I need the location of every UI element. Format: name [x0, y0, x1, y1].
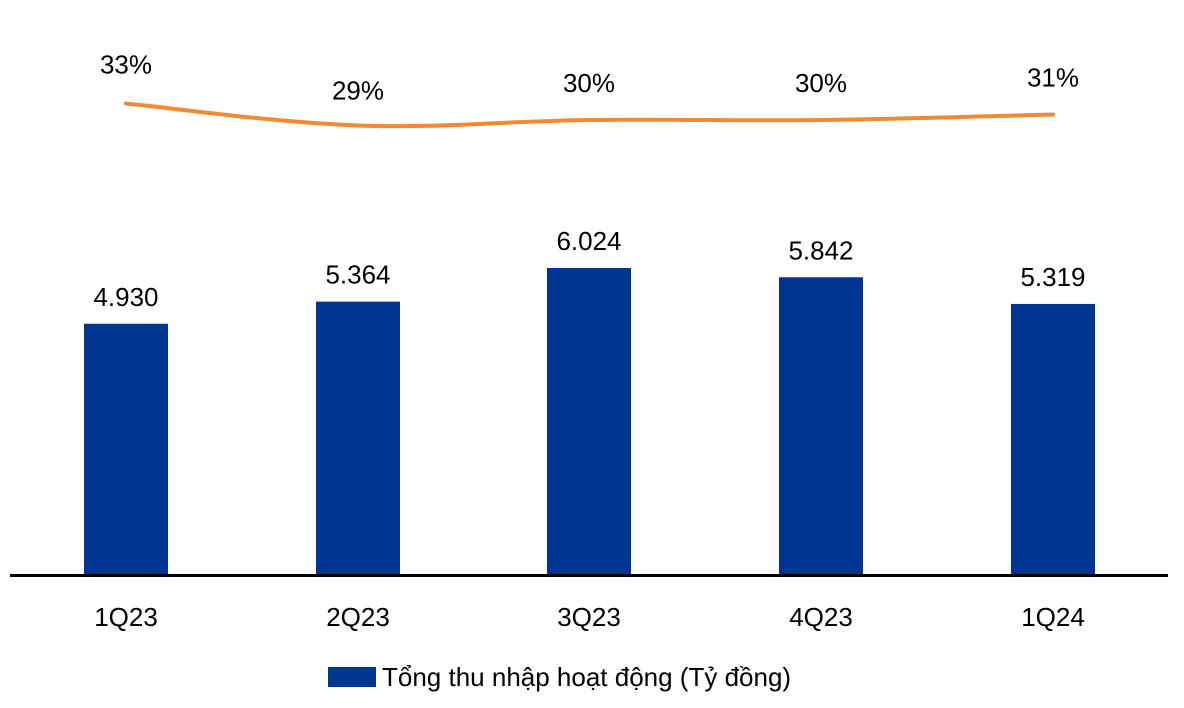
bar-value-label: 5.319 — [1020, 262, 1085, 292]
x-tick-label: 1Q23 — [94, 602, 158, 632]
ratio-value-label: 30% — [795, 68, 847, 98]
x-tick-label: 4Q23 — [789, 602, 853, 632]
bar-value-label: 4.930 — [93, 282, 158, 312]
bar-1Q24 — [1011, 303, 1095, 575]
x-tick-label: 3Q23 — [557, 602, 621, 632]
legend-swatch — [328, 667, 376, 687]
ratio-value-label: 31% — [1027, 63, 1079, 93]
ratio-value-labels: 33% 29% 30% 30% 31% — [100, 50, 1079, 106]
ratio-value-label: 29% — [332, 76, 384, 106]
legend-label: Tổng thu nhập hoạt động (Tỷ đồng) — [382, 661, 792, 692]
ratio-line-series — [124, 101, 1055, 129]
ratio-value-label: 33% — [100, 50, 152, 80]
bar-1Q23 — [84, 323, 168, 575]
ratio-line — [124, 101, 1055, 129]
x-axis-tick-labels: 1Q23 2Q23 3Q23 4Q23 1Q24 — [94, 602, 1085, 632]
ratio-value-label: 30% — [563, 68, 615, 98]
x-tick-label: 1Q24 — [1021, 602, 1085, 632]
bar-2Q23 — [316, 301, 400, 575]
legend: Tổng thu nhập hoạt động (Tỷ đồng) — [328, 659, 791, 695]
x-tick-label: 2Q23 — [326, 602, 390, 632]
bar-value-label: 5.842 — [788, 235, 853, 265]
bar-value-labels: 4.930 5.364 6.024 5.842 5.319 — [93, 226, 1085, 312]
bar-series — [84, 268, 1095, 575]
bar-value-label: 5.364 — [325, 260, 390, 290]
bar-value-label: 6.024 — [556, 226, 621, 256]
bar-3Q23 — [547, 268, 631, 575]
bar-4Q23 — [779, 277, 863, 575]
